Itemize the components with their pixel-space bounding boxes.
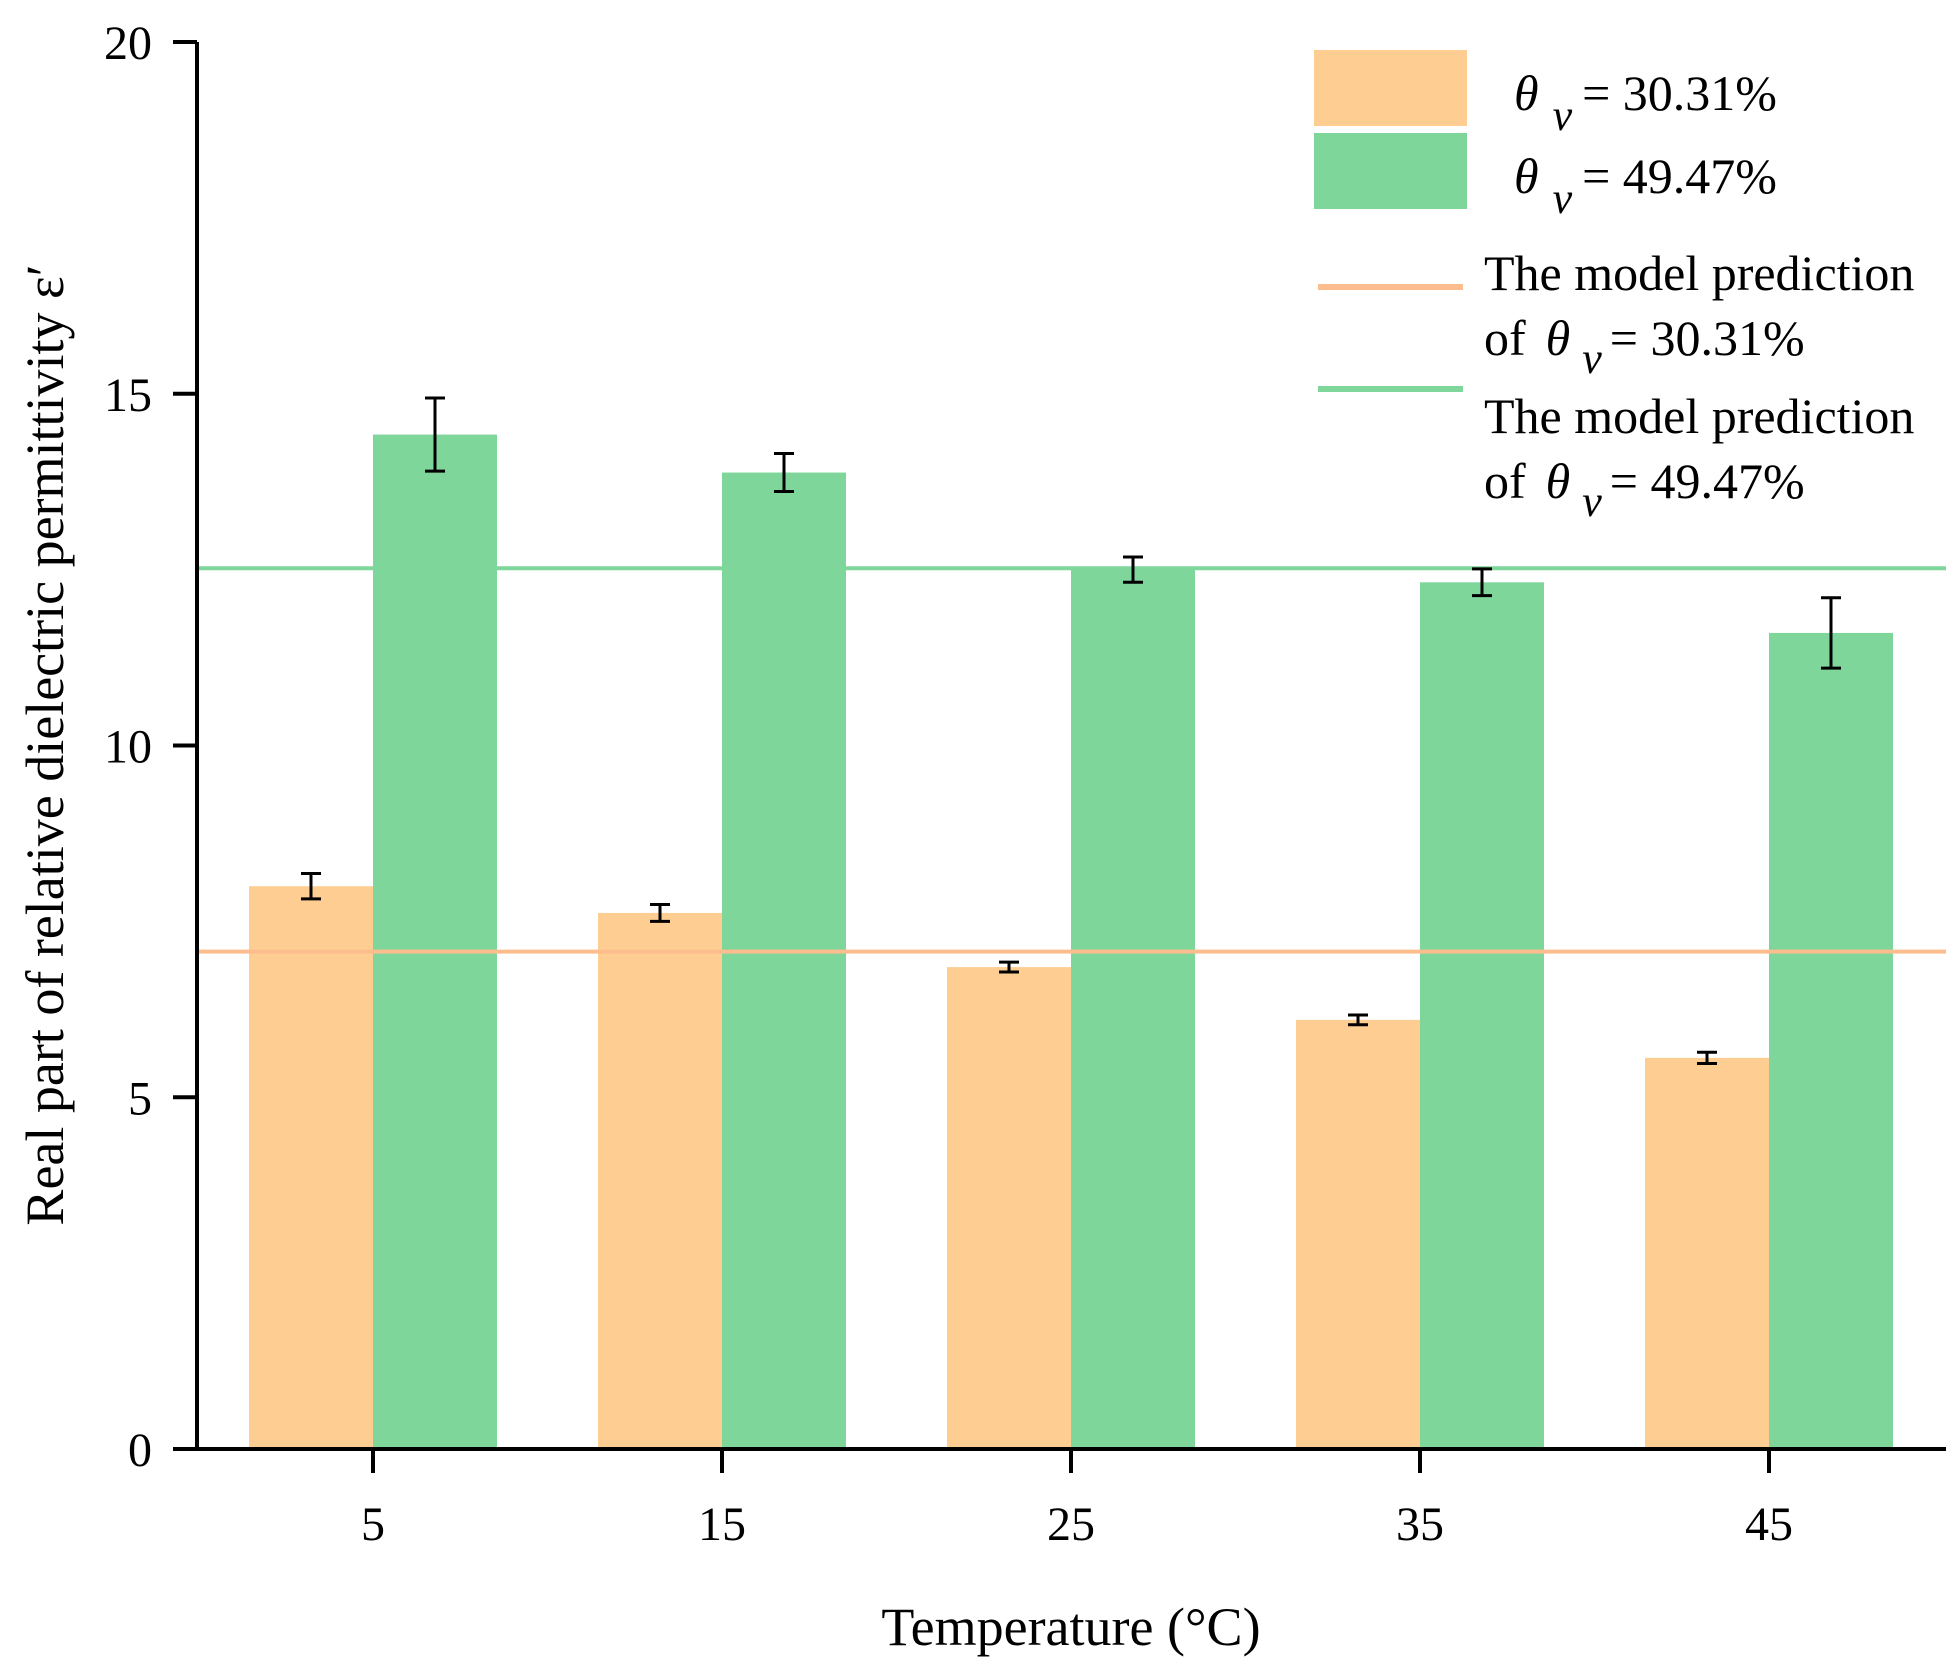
legend-swatch-series-2 <box>1314 133 1467 209</box>
error-bar-series-1-5 <box>301 872 321 901</box>
bar-series-1-45 <box>1645 1057 1769 1449</box>
y-tick-label-20: 20 <box>104 17 152 70</box>
error-bar-series-1-15 <box>650 902 670 923</box>
bar-series-2-15 <box>722 472 846 1449</box>
legend-of-text: of <box>1484 310 1526 366</box>
bar-series-1-35 <box>1296 1019 1420 1449</box>
legend-theta-subscript: v <box>1553 91 1573 140</box>
error-bar-series-1-45 <box>1697 1050 1717 1065</box>
bar-series-1-25 <box>947 967 1071 1449</box>
model-lines-group <box>197 566 1946 954</box>
x-tick-label-15: 15 <box>698 1498 746 1551</box>
error-bar-series-2-25 <box>1123 555 1143 584</box>
bars-group <box>249 434 1893 1450</box>
legend-value-text: = 49.47% <box>1610 453 1805 509</box>
error-bars-group <box>301 396 1841 1065</box>
y-axis-title: Real part of relative dielectric permitt… <box>15 264 75 1225</box>
error-bar-series-1-35 <box>1348 1013 1368 1027</box>
bar-series-2-45 <box>1769 632 1893 1449</box>
error-bar-series-2-35 <box>1472 567 1492 598</box>
x-axis-title: Temperature (°C) <box>881 1597 1260 1657</box>
legend-value-text: = 30.31% <box>1610 310 1805 366</box>
y-tick-label-10: 10 <box>104 721 152 774</box>
bar-series-1-15 <box>598 912 722 1449</box>
legend-theta-subscript: v <box>1582 334 1602 383</box>
legend-label-model-2-line1: The model prediction <box>1484 388 1914 444</box>
x-tick-label-5: 5 <box>361 1498 385 1551</box>
legend-label-series-2: θ v = 49.47% <box>1514 148 1777 223</box>
legend-theta-symbol: θ <box>1514 65 1539 121</box>
legend-label-model-1-line1: The model prediction <box>1484 245 1914 301</box>
legend-label-model-1-line2: of θ v = 30.31% <box>1484 310 1805 383</box>
legend-swatch-series-1 <box>1314 50 1467 126</box>
legend-label-model-2-line2: of θ v = 49.47% <box>1484 453 1805 526</box>
x-tick-label-45: 45 <box>1745 1498 1793 1551</box>
legend: θ v = 30.31% θ v = 49.47% The model predicti… <box>1314 50 1914 526</box>
y-tick-label-5: 5 <box>128 1072 152 1125</box>
legend-theta-symbol: θ <box>1546 453 1571 509</box>
legend-theta-subscript: v <box>1582 477 1602 526</box>
x-ticks: 5 15 25 35 45 <box>361 1449 1793 1551</box>
error-bar-series-2-5 <box>425 396 445 473</box>
error-bar-series-2-15 <box>774 452 794 494</box>
y-tick-label-0: 0 <box>128 1424 152 1477</box>
legend-theta-subscript: v <box>1553 174 1573 223</box>
legend-label-series-1: θ v = 30.31% <box>1514 65 1777 140</box>
legend-theta-symbol: θ <box>1514 148 1539 204</box>
y-ticks: 0 5 10 15 20 <box>104 17 197 1477</box>
legend-value-text: = 30.31% <box>1582 65 1777 121</box>
legend-theta-symbol: θ <box>1546 310 1571 366</box>
y-tick-label-15: 15 <box>104 369 152 422</box>
error-bar-series-1-25 <box>999 960 1019 974</box>
x-tick-label-25: 25 <box>1047 1498 1095 1551</box>
legend-value-text: = 49.47% <box>1582 148 1777 204</box>
bar-series-2-35 <box>1420 582 1544 1449</box>
bar-series-1-5 <box>249 886 373 1449</box>
legend-of-text: of <box>1484 453 1526 509</box>
error-bar-series-2-45 <box>1821 596 1841 670</box>
bar-series-2-5 <box>373 434 497 1450</box>
bar-series-2-25 <box>1071 569 1195 1449</box>
x-tick-label-35: 35 <box>1396 1498 1444 1551</box>
